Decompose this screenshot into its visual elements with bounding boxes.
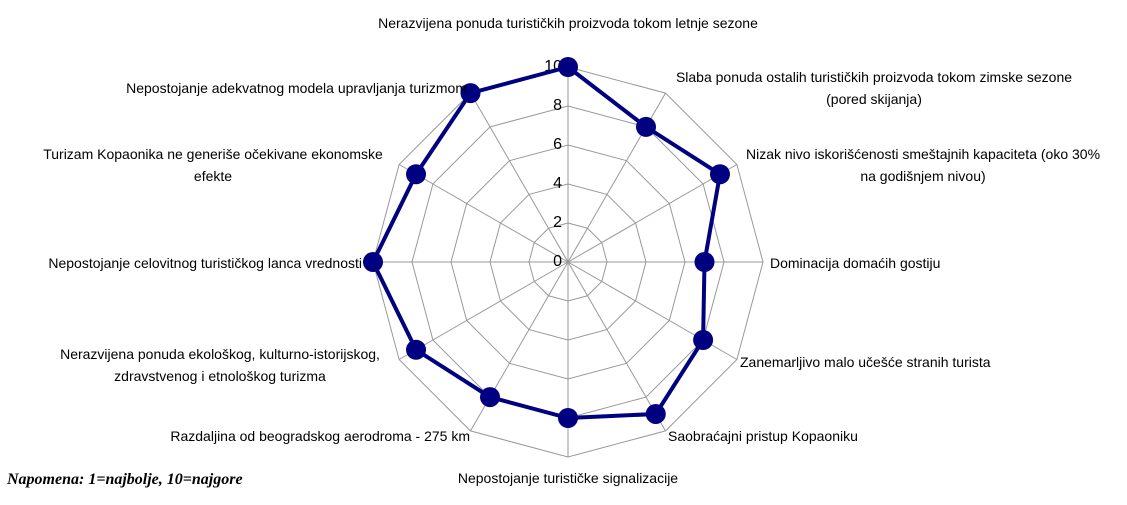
note: Napomena: 1=najbolje, 10=najgore [7,471,243,488]
category-label: Saobraćajni pristup Kopaoniku [668,428,858,444]
marker [363,252,383,272]
marker [645,403,666,424]
marker [460,83,481,104]
category-label: Nerazvijena ponuda turističkih proizvoda… [378,15,758,31]
marker [636,116,656,137]
category-label: Nepostojanje celovitnog turističkog lanc… [48,255,362,271]
category-label: Nepostojanje turističke signalizacije [457,470,679,486]
category-label: Dominacija domaćih gostiju [770,255,941,271]
category-label: Nerazvijena ponuda ekološkog, kulturno-i… [60,346,380,384]
category-label: Zanemarljivo malo učešće stranih turista [740,354,991,370]
category-label: Slaba ponuda ostalih turističkih proizvo… [675,69,1073,107]
tick-label: 4 [553,175,562,192]
marker [558,408,578,428]
marker [406,164,427,185]
category-label: Nepostojanje adekvatnog modela upravljan… [126,80,467,96]
tick-label: 0 [553,253,562,270]
tick-label: 6 [553,136,562,153]
marker [694,252,715,272]
marker [480,387,500,408]
spoke [567,261,666,432]
category-label: Razdaljina od beogradskog aerodroma - 27… [170,428,470,444]
spoke [567,164,738,263]
category-label: Turizam Kopaonika ne generiše očekivane … [43,146,383,184]
spoke [398,164,569,263]
spoke [398,261,569,360]
marker [558,57,578,77]
series-line [370,64,723,421]
tick-label: 2 [553,214,562,231]
tick-label: 8 [553,97,562,114]
marker [693,330,714,350]
category-label: Nizak nivo iskorišćenosti smeštajnih kap… [745,146,1101,184]
spoke [470,92,569,263]
marker [709,164,730,185]
marker [406,339,427,360]
